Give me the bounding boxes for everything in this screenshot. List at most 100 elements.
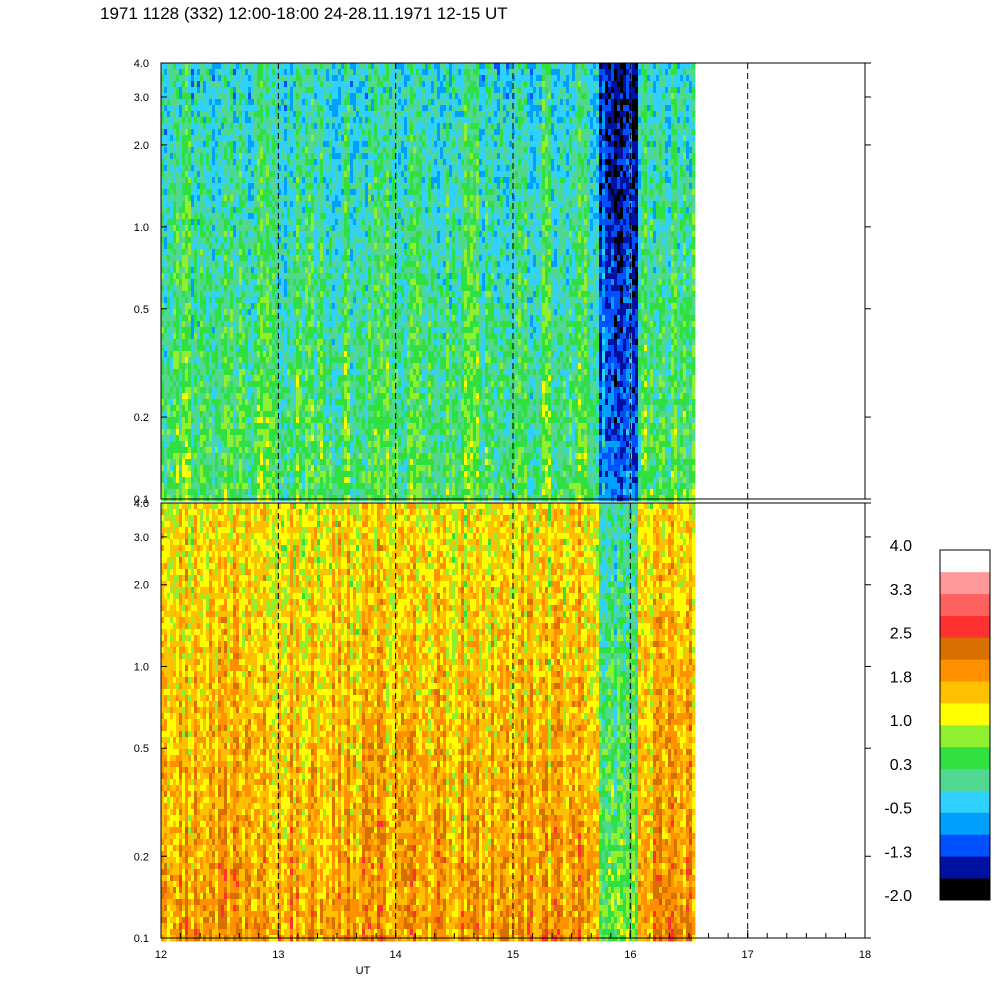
heatmap-cell <box>314 393 317 399</box>
heatmap-cell <box>326 141 329 147</box>
heatmap-cell <box>332 207 335 213</box>
heatmap-cell <box>311 273 314 279</box>
heatmap-cell <box>323 465 326 471</box>
heatmap-cell <box>263 225 266 231</box>
heatmap-cell <box>353 111 356 117</box>
heatmap-cell <box>188 429 191 435</box>
heatmap-cell <box>188 201 191 207</box>
heatmap-cell <box>320 477 323 483</box>
heatmap-cell <box>176 129 179 135</box>
heatmap-cell <box>227 309 230 315</box>
heatmap-cell <box>356 99 359 105</box>
heatmap-cell <box>185 471 188 477</box>
heatmap-cell <box>230 213 233 219</box>
heatmap-cell <box>308 141 311 147</box>
heatmap-cell <box>269 309 272 315</box>
heatmap-cell <box>179 69 182 75</box>
heatmap-cell <box>203 381 206 387</box>
heatmap-cell <box>353 261 356 267</box>
heatmap-cell <box>230 447 233 453</box>
heatmap-cell <box>227 231 230 237</box>
heatmap-cell <box>359 243 362 249</box>
heatmap-cell <box>245 345 248 351</box>
heatmap-cell <box>263 405 266 411</box>
heatmap-cell <box>335 357 338 363</box>
heatmap-cell <box>269 381 272 387</box>
heatmap-cell <box>305 351 308 357</box>
heatmap-cell <box>212 195 215 201</box>
heatmap-cell <box>290 483 293 489</box>
heatmap-cell <box>281 369 284 375</box>
heatmap-cell <box>326 147 329 153</box>
heatmap-cell <box>203 387 206 393</box>
heatmap-cell <box>173 297 176 303</box>
heatmap-cell <box>320 213 323 219</box>
heatmap-cell <box>161 375 164 381</box>
heatmap-cell <box>188 63 191 69</box>
heatmap-cell <box>347 333 350 339</box>
heatmap-cell <box>212 237 215 243</box>
heatmap-cell <box>296 147 299 153</box>
heatmap-cell <box>335 435 338 441</box>
heatmap-cell <box>302 399 305 405</box>
heatmap-cell <box>263 129 266 135</box>
heatmap-cell <box>350 183 353 189</box>
heatmap-cell <box>197 243 200 249</box>
heatmap-cell <box>314 63 317 69</box>
heatmap-cell <box>272 417 275 423</box>
heatmap-cell <box>308 285 311 291</box>
heatmap-cell <box>242 99 245 105</box>
heatmap-cell <box>359 99 362 105</box>
heatmap-cell <box>203 111 206 117</box>
heatmap-cell <box>254 249 257 255</box>
heatmap-cell <box>353 447 356 453</box>
heatmap-cell <box>350 267 353 273</box>
heatmap-cell <box>284 327 287 333</box>
heatmap-cell <box>281 477 284 483</box>
heatmap-cell <box>359 495 362 501</box>
heatmap-cell <box>164 285 167 291</box>
heatmap-cell <box>320 129 323 135</box>
heatmap-cell <box>224 105 227 111</box>
heatmap-cell <box>215 417 218 423</box>
heatmap-cell <box>308 357 311 363</box>
heatmap-cell <box>188 435 191 441</box>
heatmap-cell <box>167 219 170 225</box>
heatmap-cell <box>257 129 260 135</box>
heatmap-cell <box>215 249 218 255</box>
heatmap-cell <box>311 219 314 225</box>
heatmap-cell <box>251 411 254 417</box>
heatmap-cell <box>170 405 173 411</box>
heatmap-cell <box>284 381 287 387</box>
heatmap-cell <box>242 81 245 87</box>
heatmap-cell <box>185 69 188 75</box>
heatmap-cell <box>215 165 218 171</box>
heatmap-cell <box>344 315 347 321</box>
heatmap-cell <box>227 87 230 93</box>
heatmap-cell <box>317 411 320 417</box>
heatmap-cell <box>182 117 185 123</box>
heatmap-cell <box>314 327 317 333</box>
heatmap-cell <box>233 279 236 285</box>
heatmap-cell <box>227 105 230 111</box>
heatmap-cell <box>260 489 263 495</box>
heatmap-cell <box>269 339 272 345</box>
heatmap-cell <box>260 429 263 435</box>
heatmap-cell <box>209 159 212 165</box>
heatmap-cell <box>215 291 218 297</box>
heatmap-cell <box>191 381 194 387</box>
heatmap-cell <box>161 345 164 351</box>
heatmap-cell <box>251 63 254 69</box>
heatmap-cell <box>284 441 287 447</box>
heatmap-cell <box>173 63 176 69</box>
heatmap-cell <box>326 399 329 405</box>
heatmap-cell <box>317 291 320 297</box>
heatmap-cell <box>254 441 257 447</box>
heatmap-cell <box>212 387 215 393</box>
heatmap-cell <box>197 99 200 105</box>
heatmap-cell <box>305 357 308 363</box>
heatmap-cell <box>251 231 254 237</box>
heatmap-cell <box>269 195 272 201</box>
heatmap-cell <box>170 375 173 381</box>
heatmap-cell <box>197 375 200 381</box>
